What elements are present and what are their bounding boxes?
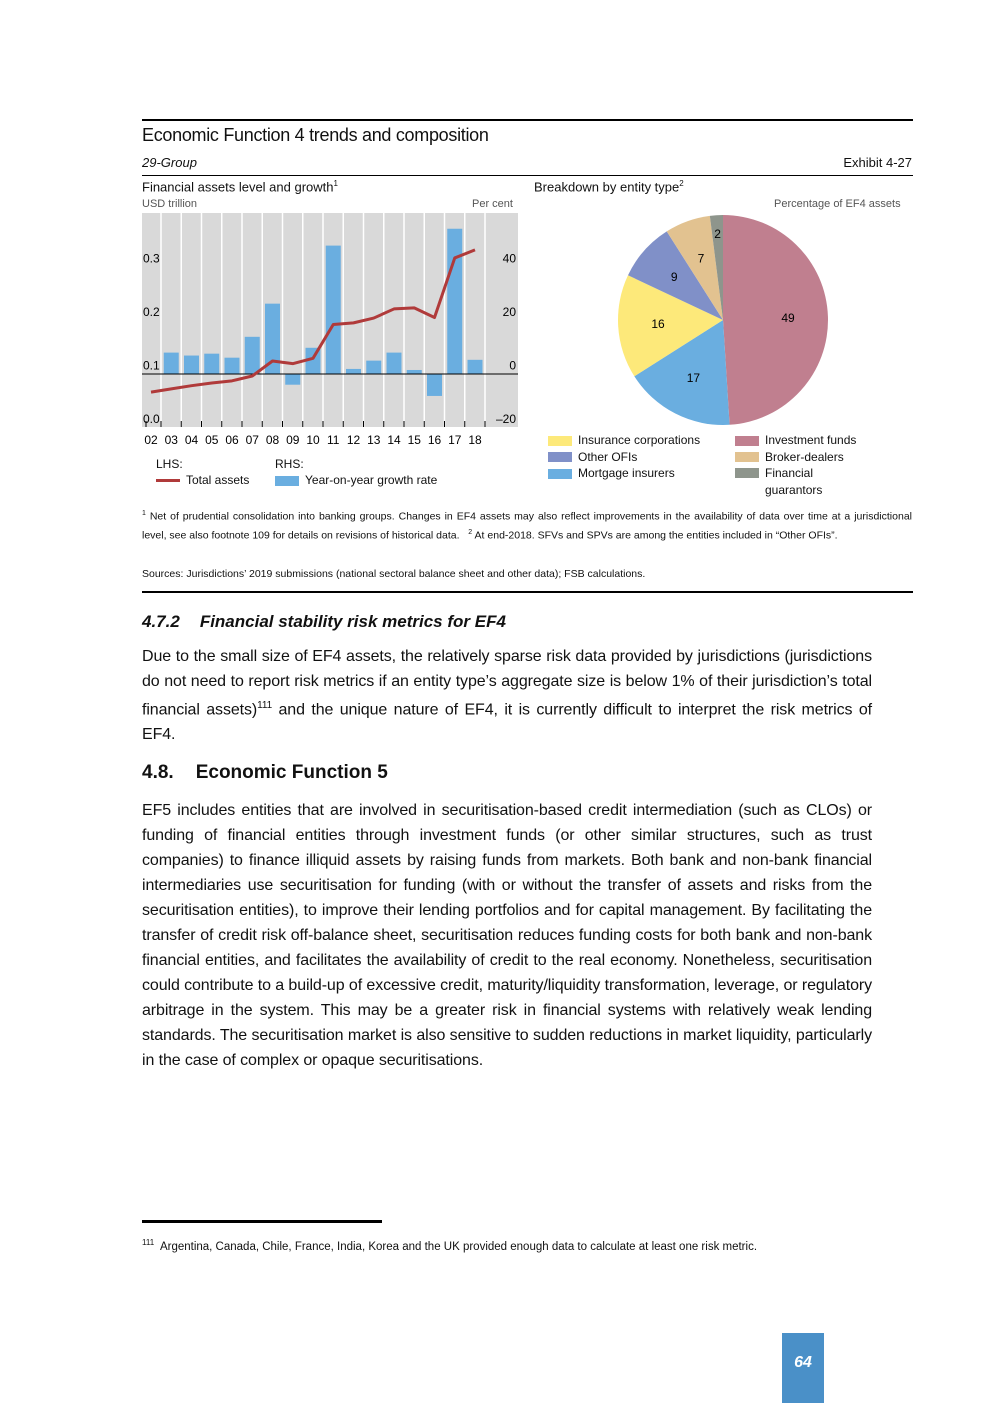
growth-bar [346,368,361,374]
section-heading-48: 4.8. Economic Function 5 [142,762,388,783]
pie-slice-label: 49 [781,311,795,325]
legend-investment-funds: Investment funds [735,432,856,449]
growth-bar [224,357,240,374]
y-right-tick-label: –20 [496,412,516,426]
bar-chart-left-unit: USD trillion [142,198,198,210]
legend-broker-dealers: Broker-dealers [735,449,856,466]
pie-slice-label: 9 [671,270,678,284]
bar-swatch [275,475,299,486]
legend-rhs-label: RHS: [275,457,304,471]
legend-other-ofis: Other OFIs [548,449,700,466]
growth-bar [163,352,179,374]
charts-canvas: 0.0 0.1 0.2 0.3 –20 0 20 40 02 03 04 05 06 07 08 09 10 11… [142,213,829,447]
x-tick-label: 13 [367,433,381,447]
x-tick-label: 09 [286,433,300,447]
growth-bar [204,353,220,374]
legend-total-assets: Total assets [156,473,249,487]
line-swatch [156,479,180,483]
growth-bar [265,303,280,374]
growth-bar [285,374,301,385]
footnote-separator [142,1220,382,1223]
section-48-paragraph: EF5 includes entities that are involved … [142,802,872,1069]
exhibit-number: Exhibit 4-27 [843,155,912,170]
growth-bar [467,359,483,374]
pie-slice-label: 2 [714,227,721,241]
x-tick-label: 07 [246,433,260,447]
pie-slice [618,275,723,377]
x-tick-label: 10 [306,433,320,447]
x-tick-label: 11 [327,433,340,447]
x-tick-label: 12 [347,433,361,447]
pie-legend-left: Insurance corporations Other OFIs Mortga… [548,432,700,482]
pie-slice [627,231,723,320]
growth-bar [325,245,341,374]
x-tick-label: 17 [448,433,462,447]
y-left-tick-label: 0.3 [143,252,160,266]
growth-bar [447,228,463,374]
pie-chart-title: Breakdown by entity type2 [534,179,684,195]
growth-bar [427,374,442,396]
pie-slice [709,215,723,320]
x-tick-label: 05 [205,433,219,447]
growth-bar [406,369,422,374]
x-tick-label: 06 [225,433,239,447]
x-tick-label: 16 [428,433,442,447]
bar-chart-right-unit: Per cent [472,198,513,210]
y-left-tick-label: 0.2 [143,305,160,319]
legend-financial-guarantors: Financial guarantors [735,465,856,498]
chart-sources: Sources: Jurisdictions’ 2019 submissions… [142,568,646,580]
growth-bar [386,352,402,374]
exhibit-top-rule [142,119,913,121]
x-tick-label: 03 [165,433,179,447]
pie-slice-label: 16 [651,317,665,331]
x-tick-label: 08 [266,433,280,447]
pie-chart-unit: Percentage of EF4 assets [774,198,901,210]
exhibit-group: 29-Group [142,155,197,170]
pie-slice [634,320,730,425]
x-tick-label: 18 [468,433,482,447]
page-number: 64 [782,1333,824,1403]
pie-slice [723,215,829,425]
bar-chart-title: Financial assets level and growth1 [142,179,338,195]
y-left-tick-label: 0.0 [143,412,160,426]
y-left-tick-label: 0.1 [143,359,160,373]
x-tick-label: 14 [387,433,401,447]
page-footnote: 111 Argentina, Canada, Chile, France, In… [142,1238,758,1253]
growth-bar [184,355,199,374]
section-472-paragraph: Due to the small size of EF4 assets, the… [142,648,872,743]
legend-lhs-label: LHS: [156,457,183,471]
legend-mortgage: Mortgage insurers [548,465,700,482]
pie-legend-right: Investment funds Broker-dealers Financia… [735,432,856,498]
growth-bar [244,336,260,374]
growth-bar [366,360,382,374]
exhibit-bottom-rule [142,591,913,593]
pie-slice [666,215,723,320]
x-tick-label: 15 [408,433,422,447]
y-right-tick-label: 40 [503,252,517,266]
legend-growth-rate: Year-on-year growth rate [275,473,437,487]
exhibit-sub-rule [142,175,913,176]
x-tick-label: 04 [185,433,199,447]
chart-footnotes: 1 Net of prudential consolidation into b… [142,510,912,542]
total-assets-line [150,248,476,394]
y-right-tick-label: 20 [503,305,517,319]
pie-slice-label: 7 [698,252,705,266]
x-tick-label: 02 [144,433,158,447]
y-right-tick-label: 0 [509,359,516,373]
legend-insurance: Insurance corporations [548,432,700,449]
pie-slice-label: 17 [687,371,701,385]
section-heading-472: 4.7.2 Financial stability risk metrics fo… [142,612,506,631]
exhibit-title: Economic Function 4 trends and compositi… [142,125,489,145]
